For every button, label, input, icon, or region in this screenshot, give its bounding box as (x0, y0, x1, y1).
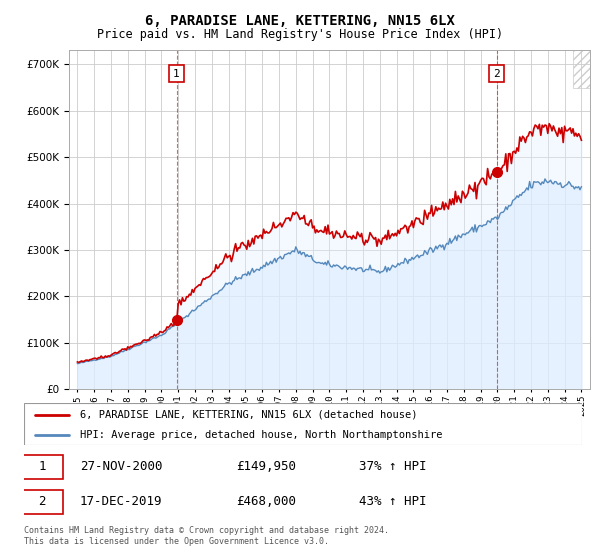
Text: 43% ↑ HPI: 43% ↑ HPI (359, 496, 426, 508)
Text: Price paid vs. HM Land Registry's House Price Index (HPI): Price paid vs. HM Land Registry's House … (97, 28, 503, 41)
Text: HPI: Average price, detached house, North Northamptonshire: HPI: Average price, detached house, Nort… (80, 430, 442, 440)
FancyBboxPatch shape (21, 490, 63, 514)
FancyBboxPatch shape (21, 455, 63, 479)
Text: 6, PARADISE LANE, KETTERING, NN15 6LX (detached house): 6, PARADISE LANE, KETTERING, NN15 6LX (d… (80, 410, 418, 420)
Text: 27-NOV-2000: 27-NOV-2000 (80, 460, 162, 473)
Text: 17-DEC-2019: 17-DEC-2019 (80, 496, 162, 508)
FancyBboxPatch shape (24, 403, 582, 445)
Text: 1: 1 (173, 69, 180, 78)
Text: 2: 2 (38, 496, 46, 508)
Text: 1: 1 (38, 460, 46, 473)
Text: Contains HM Land Registry data © Crown copyright and database right 2024.
This d: Contains HM Land Registry data © Crown c… (24, 526, 389, 546)
Text: 37% ↑ HPI: 37% ↑ HPI (359, 460, 426, 473)
Text: 2: 2 (493, 69, 500, 78)
Text: £149,950: £149,950 (236, 460, 296, 473)
Text: 6, PARADISE LANE, KETTERING, NN15 6LX: 6, PARADISE LANE, KETTERING, NN15 6LX (145, 14, 455, 28)
Text: £468,000: £468,000 (236, 496, 296, 508)
